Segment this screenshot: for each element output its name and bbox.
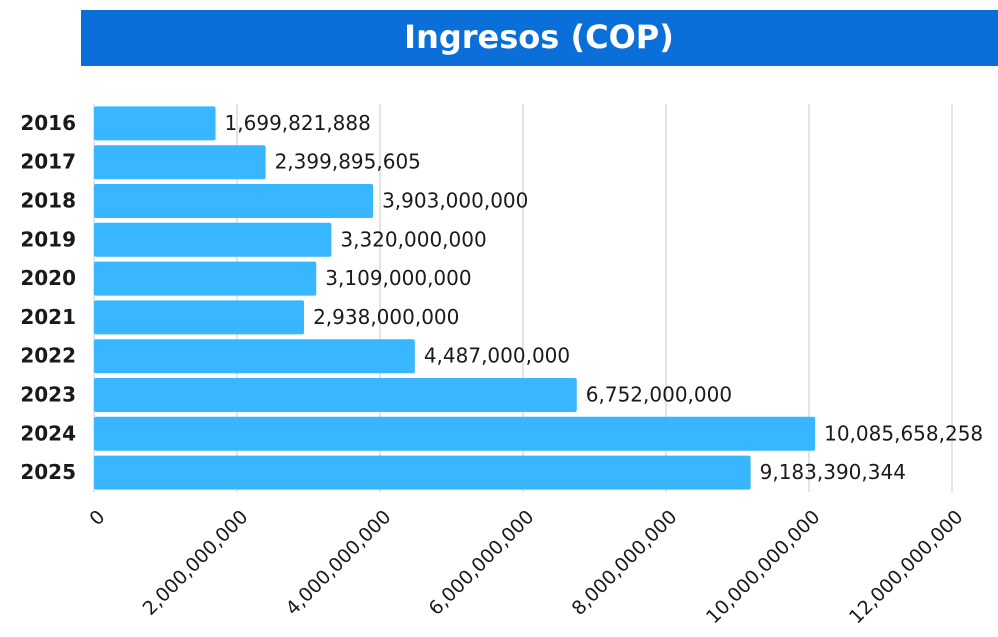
x-tick-label: 0 xyxy=(85,506,109,530)
y-tick-label: 2018 xyxy=(20,189,76,213)
data-label: 3,109,000,000 xyxy=(325,266,471,290)
bar xyxy=(94,222,332,257)
x-tick-label: 4,000,000,000 xyxy=(282,506,396,620)
y-tick-label: 2016 xyxy=(20,111,76,135)
y-tick-label: 2024 xyxy=(20,421,76,445)
bar xyxy=(94,106,216,141)
x-tick-label: 10,000,000,000 xyxy=(702,506,824,628)
data-label: 9,183,390,344 xyxy=(760,460,906,484)
bar xyxy=(94,455,751,490)
bar xyxy=(94,261,317,296)
bar xyxy=(94,378,577,412)
x-tick-label: 12,000,000,000 xyxy=(845,506,967,628)
data-label: 1,699,821,888 xyxy=(225,111,371,135)
data-label: 2,399,895,605 xyxy=(275,150,421,174)
x-tick-label: 6,000,000,000 xyxy=(425,506,539,620)
bar xyxy=(94,416,816,451)
bar xyxy=(94,339,415,374)
y-tick-label: 2017 xyxy=(20,150,76,174)
bar xyxy=(94,145,266,180)
chart-title: Ingresos (COP) xyxy=(404,18,674,56)
bar xyxy=(94,184,374,218)
x-tick-label: 8,000,000,000 xyxy=(568,506,682,620)
data-label: 4,487,000,000 xyxy=(424,344,570,368)
y-tick-label: 2020 xyxy=(20,266,76,290)
y-tick-label: 2023 xyxy=(20,383,76,407)
title-banner xyxy=(81,10,998,66)
data-label: 3,903,000,000 xyxy=(382,189,528,213)
data-label: 6,752,000,000 xyxy=(586,383,732,407)
x-tick-label: 2,000,000,000 xyxy=(139,506,253,620)
y-tick-label: 2025 xyxy=(20,460,76,484)
bar xyxy=(94,300,305,335)
data-label: 2,938,000,000 xyxy=(313,305,459,329)
data-label: 10,085,658,258 xyxy=(824,421,983,445)
y-tick-label: 2022 xyxy=(20,344,76,368)
y-tick-label: 2021 xyxy=(20,305,76,329)
y-tick-label: 2019 xyxy=(20,227,76,251)
data-label: 3,320,000,000 xyxy=(340,227,486,251)
